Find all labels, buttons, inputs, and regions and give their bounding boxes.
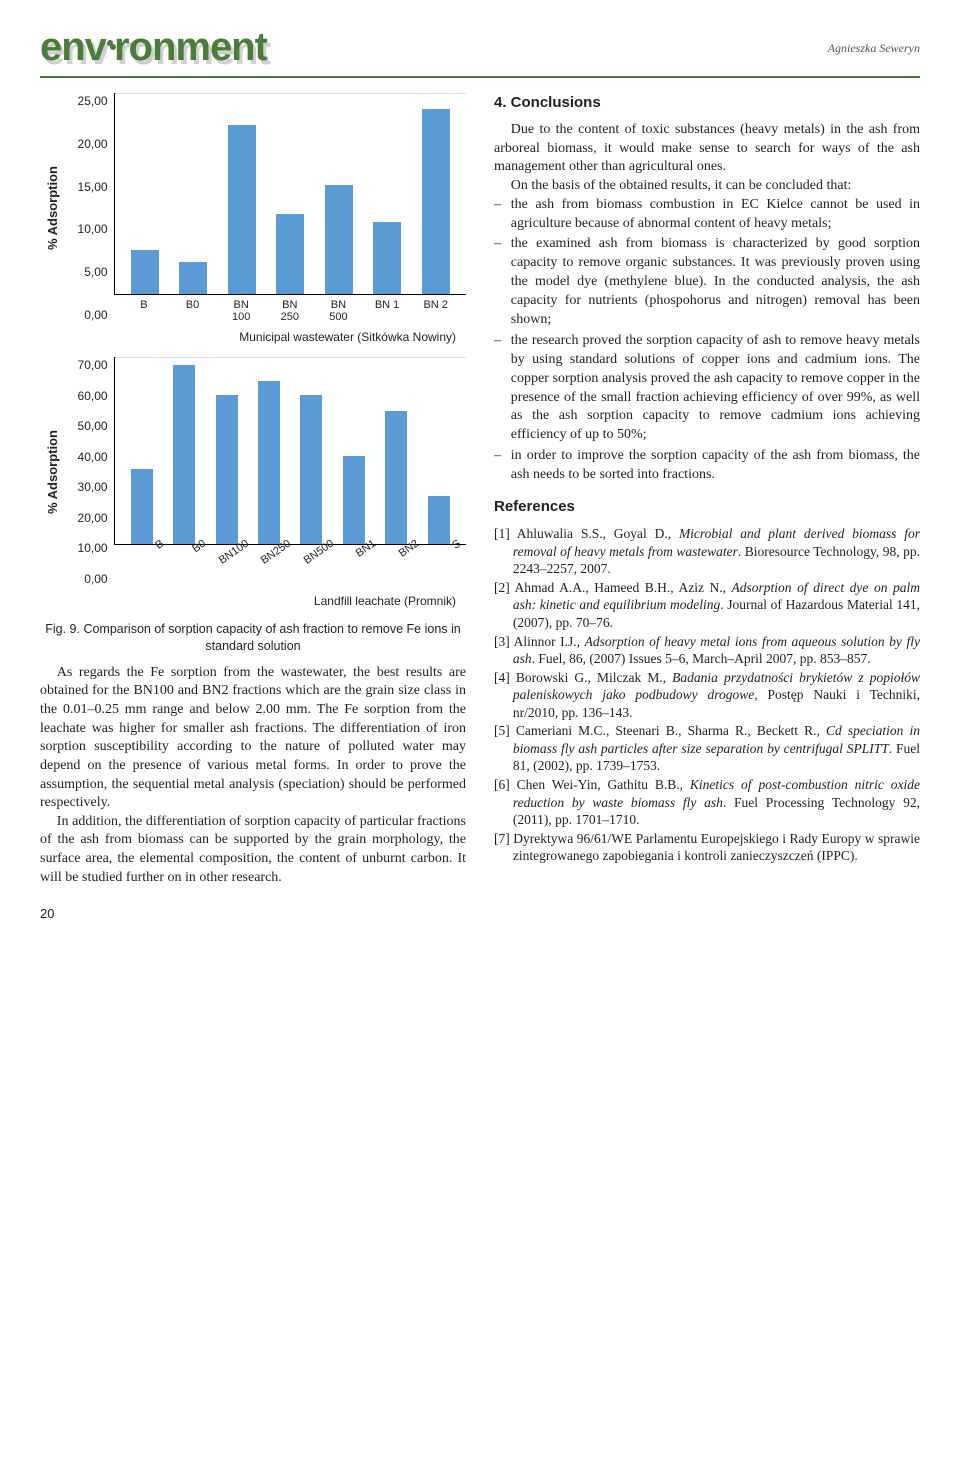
chart1-x-labels: BB0BN100BN250BN500BN 1BN 2	[114, 295, 466, 323]
bar	[343, 456, 365, 544]
chart1-y-axis: 25,00 20,00 15,00 10,00 5,00 0,00	[66, 93, 114, 323]
conclusions-heading: 4. Conclusions	[494, 93, 920, 113]
chart-wastewater: % Adsorption 25,00 20,00 15,00 10,00 5,00 0,0…	[40, 93, 466, 345]
y-tick: 10,00	[66, 221, 108, 237]
bar	[300, 395, 322, 545]
x-label: BN 1	[363, 299, 412, 323]
y-tick: 50,00	[66, 418, 108, 434]
chart1-plot	[114, 93, 466, 295]
bar	[216, 395, 238, 545]
x-label: BN100	[217, 299, 266, 323]
conclusion-bullet: the research proved the sorption capacit…	[511, 332, 920, 445]
page-header: Agnieszka Seweryn envronment envronment	[40, 20, 920, 78]
y-tick: 5,00	[66, 264, 108, 280]
y-tick: 30,00	[66, 479, 108, 495]
x-label: B0	[168, 299, 217, 323]
chart-leachate: % Adsorption 70,00 60,00 50,00 40,00 30,00 20…	[40, 357, 466, 609]
conclusion-bullet: the examined ash from biomass is charact…	[511, 235, 920, 329]
bar	[131, 469, 153, 544]
x-label: S	[421, 537, 478, 593]
references-list: [1] Ahluwalia S.S., Goyal D., Microbial …	[494, 525, 920, 864]
y-tick: 40,00	[66, 449, 108, 465]
y-tick: 70,00	[66, 357, 108, 373]
chart2-plot	[114, 357, 466, 545]
left-column: % Adsorption 25,00 20,00 15,00 10,00 5,00 0,0…	[40, 93, 466, 887]
x-label: BN250	[265, 299, 314, 323]
right-column: 4. Conclusions Due to the content of tox…	[494, 93, 920, 887]
conclusion-bullet: the ash from biomass combustion in EC Ki…	[511, 196, 920, 234]
figure-caption: Fig. 9. Comparison of sorption capacity …	[40, 621, 466, 654]
conclusions-bullets: the ash from biomass combustion in EC Ki…	[494, 196, 920, 485]
chart1-y-label: % Adsorption	[40, 166, 66, 250]
bar	[428, 496, 450, 544]
chart2-y-label: % Adsorption	[40, 430, 66, 514]
conclusion-bullet: in order to improve the sorption capacit…	[511, 447, 920, 485]
chart2-caption: Landfill leachate (Promnik)	[40, 593, 466, 609]
chart1-caption: Municipal wastewater (Sitkówka Nowiny)	[40, 329, 466, 345]
y-tick: 0,00	[66, 307, 108, 323]
reference-item: [5] Cameriani M.C., Steenari B., Sharma …	[494, 722, 920, 775]
bar	[373, 222, 401, 294]
conclusions-lead: On the basis of the obtained results, it…	[494, 177, 920, 196]
logo: envronment	[40, 20, 920, 74]
reference-item: [3] Alinnor I.J., Adsorption of heavy me…	[494, 633, 920, 668]
conclusions-text: Due to the content of toxic substances (…	[494, 121, 920, 195]
body-paragraph: As regards the Fe sorption from the wast…	[40, 664, 466, 813]
y-tick: 25,00	[66, 93, 108, 109]
chart2-y-axis: 70,00 60,00 50,00 40,00 30,00 20,00 10,00 0,00	[66, 357, 114, 587]
y-tick: 10,00	[66, 540, 108, 556]
bar	[228, 125, 256, 294]
left-body-text: As regards the Fe sorption from the wast…	[40, 664, 466, 887]
y-tick: 20,00	[66, 136, 108, 152]
y-tick: 0,00	[66, 571, 108, 587]
bar	[258, 381, 280, 544]
bar	[422, 109, 450, 294]
x-label: BN500	[314, 299, 363, 323]
x-label: BN 2	[411, 299, 460, 323]
conclusions-intro: Due to the content of toxic substances (…	[494, 121, 920, 177]
bar	[276, 214, 304, 294]
reference-item: [2] Ahmad A.A., Hameed B.H., Aziz N., Ad…	[494, 579, 920, 632]
bar	[173, 365, 195, 544]
body-paragraph: In addition, the differentiation of sorp…	[40, 813, 466, 887]
header-rule	[40, 76, 920, 78]
reference-item: [7] Dyrektywa 96/61/WE Parlamentu Europe…	[494, 830, 920, 865]
bar	[325, 185, 353, 293]
bar	[385, 411, 407, 545]
chart2-x-labels: BB0BN100BN250BN500BN1BN2S	[114, 545, 466, 587]
y-tick: 60,00	[66, 388, 108, 404]
y-tick: 20,00	[66, 510, 108, 526]
reference-item: [4] Borowski G., Milczak M., Badania prz…	[494, 669, 920, 722]
y-tick: 15,00	[66, 179, 108, 195]
references-heading: References	[494, 497, 920, 517]
bar	[131, 250, 159, 294]
reference-item: [6] Chen Wei-Yin, Gathitu B.B., Kinetics…	[494, 776, 920, 829]
x-label: B	[120, 299, 169, 323]
bar	[179, 262, 207, 294]
reference-item: [1] Ahluwalia S.S., Goyal D., Microbial …	[494, 525, 920, 578]
page-number: 20	[40, 905, 920, 923]
